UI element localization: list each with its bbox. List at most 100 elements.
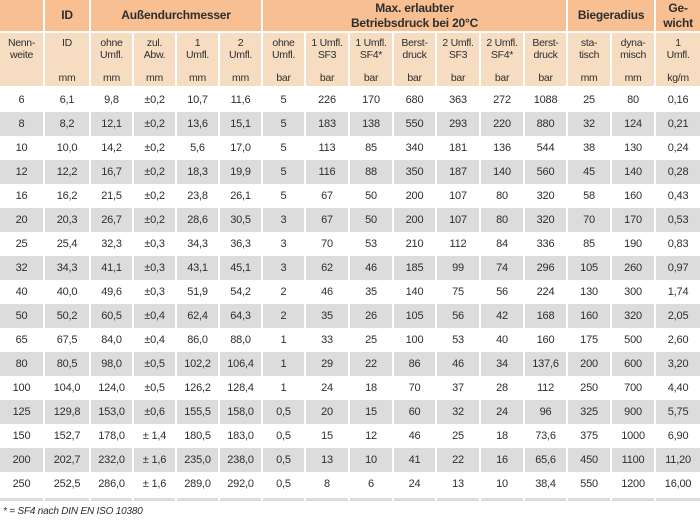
table-cell: 153,0 [90, 400, 134, 424]
table-row: 16 16,2 21,5 ±0,2 23,8 26,1 5 67 50 200 107 80 320 58… [0, 184, 700, 208]
table-cell: 1200 [611, 472, 657, 497]
table-cell: 40 [0, 280, 45, 304]
table-cell: 80 [480, 184, 525, 208]
table-cell: 700 [611, 376, 657, 400]
table-cell: 32 [0, 256, 45, 280]
table-cell: 36,3 [219, 232, 263, 256]
group-header-cell: ID [44, 0, 91, 33]
table-cell: 18 [480, 424, 525, 448]
hose-spec-table: ID Außendurchmesser Max. erlaubter Betrieb… [0, 0, 700, 501]
table-cell: 60 [393, 400, 437, 424]
table-cell: 200 [393, 208, 437, 232]
table-cell: 1000 [611, 424, 657, 448]
table-cell: 35 [305, 304, 350, 328]
group-header-cell: Außendurchmesser [90, 0, 263, 33]
column-header-cell: 2 Umfl. SF3 bar [436, 32, 481, 88]
table-row: 80 80,5 98,0 ±0,5 102,2 106,4 1 29 22 86 46 34 137,6… [0, 352, 700, 376]
table-cell: 260 [611, 256, 657, 280]
column-header-cell: 2 Umfl. mm [219, 32, 263, 88]
table-cell: 168 [524, 304, 569, 328]
table-cell: 3,20 [655, 352, 700, 376]
column-unit: bar [494, 71, 510, 84]
column-unit: bar [363, 71, 379, 84]
table-cell: ±0,3 [133, 256, 177, 280]
table-cell: 4,40 [655, 376, 700, 400]
table-cell: 102,2 [176, 352, 220, 376]
table-row: 150 152,7 178,0 ± 1,4 180,5 183,0 0,5 15 12 46 25 1… [0, 424, 700, 448]
table-header: ID Außendurchmesser Max. erlaubter Betrieb… [0, 0, 700, 88]
table-row: 32 34,3 41,1 ±0,3 43,1 45,1 3 62 46 185 99 74 296 105… [0, 256, 700, 280]
table-cell: 99 [436, 256, 481, 280]
table-cell: 500 [611, 328, 657, 352]
table-row: 65 67,5 84,0 ±0,4 86,0 88,0 1 33 25 100 53 40 160 175… [0, 328, 700, 352]
bottom-strip-cell [480, 496, 525, 501]
column-label: 2 Umfl. SF3 [442, 37, 474, 62]
table-cell: 50,2 [44, 304, 91, 328]
table-cell: 0,97 [655, 256, 700, 280]
table-cell: 178,0 [90, 424, 134, 448]
table-cell: 235,0 [176, 448, 220, 472]
table-cell: 8 [0, 112, 45, 136]
table-cell: 60,5 [90, 304, 134, 328]
table-cell: 16,7 [90, 160, 134, 184]
table-row: 40 40,0 49,6 ±0,3 51,9 54,2 2 46 35 140 75 56 224 130… [0, 280, 700, 304]
table-cell: 80 [480, 208, 525, 232]
table-cell: 12,1 [90, 112, 134, 136]
table-cell: 187 [436, 160, 481, 184]
table-cell: 2,05 [655, 304, 700, 328]
table-cell: 15,1 [219, 112, 263, 136]
table-cell: 86 [393, 352, 437, 376]
table-cell: ±0,2 [133, 208, 177, 232]
table-cell: 292,0 [219, 472, 263, 497]
table-cell: 550 [393, 112, 437, 136]
table-cell: 293 [436, 112, 481, 136]
table-cell: ±0,2 [133, 160, 177, 184]
table-cell: 14,2 [90, 136, 134, 160]
column-label: ID [62, 37, 72, 49]
column-label: Berst- druck [532, 37, 559, 62]
table-cell: 25 [0, 232, 45, 256]
table-cell: 544 [524, 136, 569, 160]
column-header-cell: 1 Umfl. kg/m [655, 32, 700, 88]
table-cell: 32 [436, 400, 481, 424]
table-cell: 105 [567, 256, 613, 280]
table-cell: 0,5 [262, 448, 306, 472]
table-cell: 320 [611, 304, 657, 328]
table-cell: 181 [436, 136, 481, 160]
table-cell: 24 [305, 376, 350, 400]
table-cell: 25 [349, 328, 394, 352]
group-header-cell: Max. erlaubter Betriebsdruck bei 20°C [262, 0, 569, 33]
table-cell: 24 [393, 472, 437, 497]
table-cell: 34 [480, 352, 525, 376]
table-cell: 28 [480, 376, 525, 400]
table-cell: 8 [305, 472, 350, 497]
table-cell: 5,6 [176, 136, 220, 160]
table-cell: 0,43 [655, 184, 700, 208]
column-label: 2 Umfl. SF4* [486, 37, 518, 62]
table-cell: 136 [480, 136, 525, 160]
table-cell: 0,16 [655, 87, 700, 112]
column-label: 1 Umfl. [666, 37, 690, 62]
column-label: ohne Umfl. [100, 37, 123, 62]
table-cell: 46 [305, 280, 350, 304]
table-cell: 124 [611, 112, 657, 136]
table-cell: 24 [480, 400, 525, 424]
table-cell: 85 [349, 136, 394, 160]
table-cell: 250 [0, 472, 45, 497]
table-cell: 16,00 [655, 472, 700, 497]
table-cell: 140 [393, 280, 437, 304]
column-unit: bar [276, 71, 291, 84]
column-header-cell: ohne Umfl. bar [262, 32, 306, 88]
table-row: 20 20,3 26,7 ±0,2 28,6 30,5 3 67 50 200 107 80 320 70… [0, 208, 700, 232]
table-cell: 10 [349, 448, 394, 472]
table-cell: ±0,4 [133, 304, 177, 328]
column-header-cell: Berst- druck bar [393, 32, 437, 88]
table-cell: 100 [393, 328, 437, 352]
table-cell: 183,0 [219, 424, 263, 448]
table-cell: 85 [567, 232, 613, 256]
table-cell: 155,5 [176, 400, 220, 424]
table-cell: 34,3 [44, 256, 91, 280]
table-cell: 12,2 [44, 160, 91, 184]
table-cell: 15 [305, 424, 350, 448]
table-row: 6 6,1 9,8 ±0,2 10,7 11,6 5 226 170 680 363 272 1088 2… [0, 87, 700, 112]
